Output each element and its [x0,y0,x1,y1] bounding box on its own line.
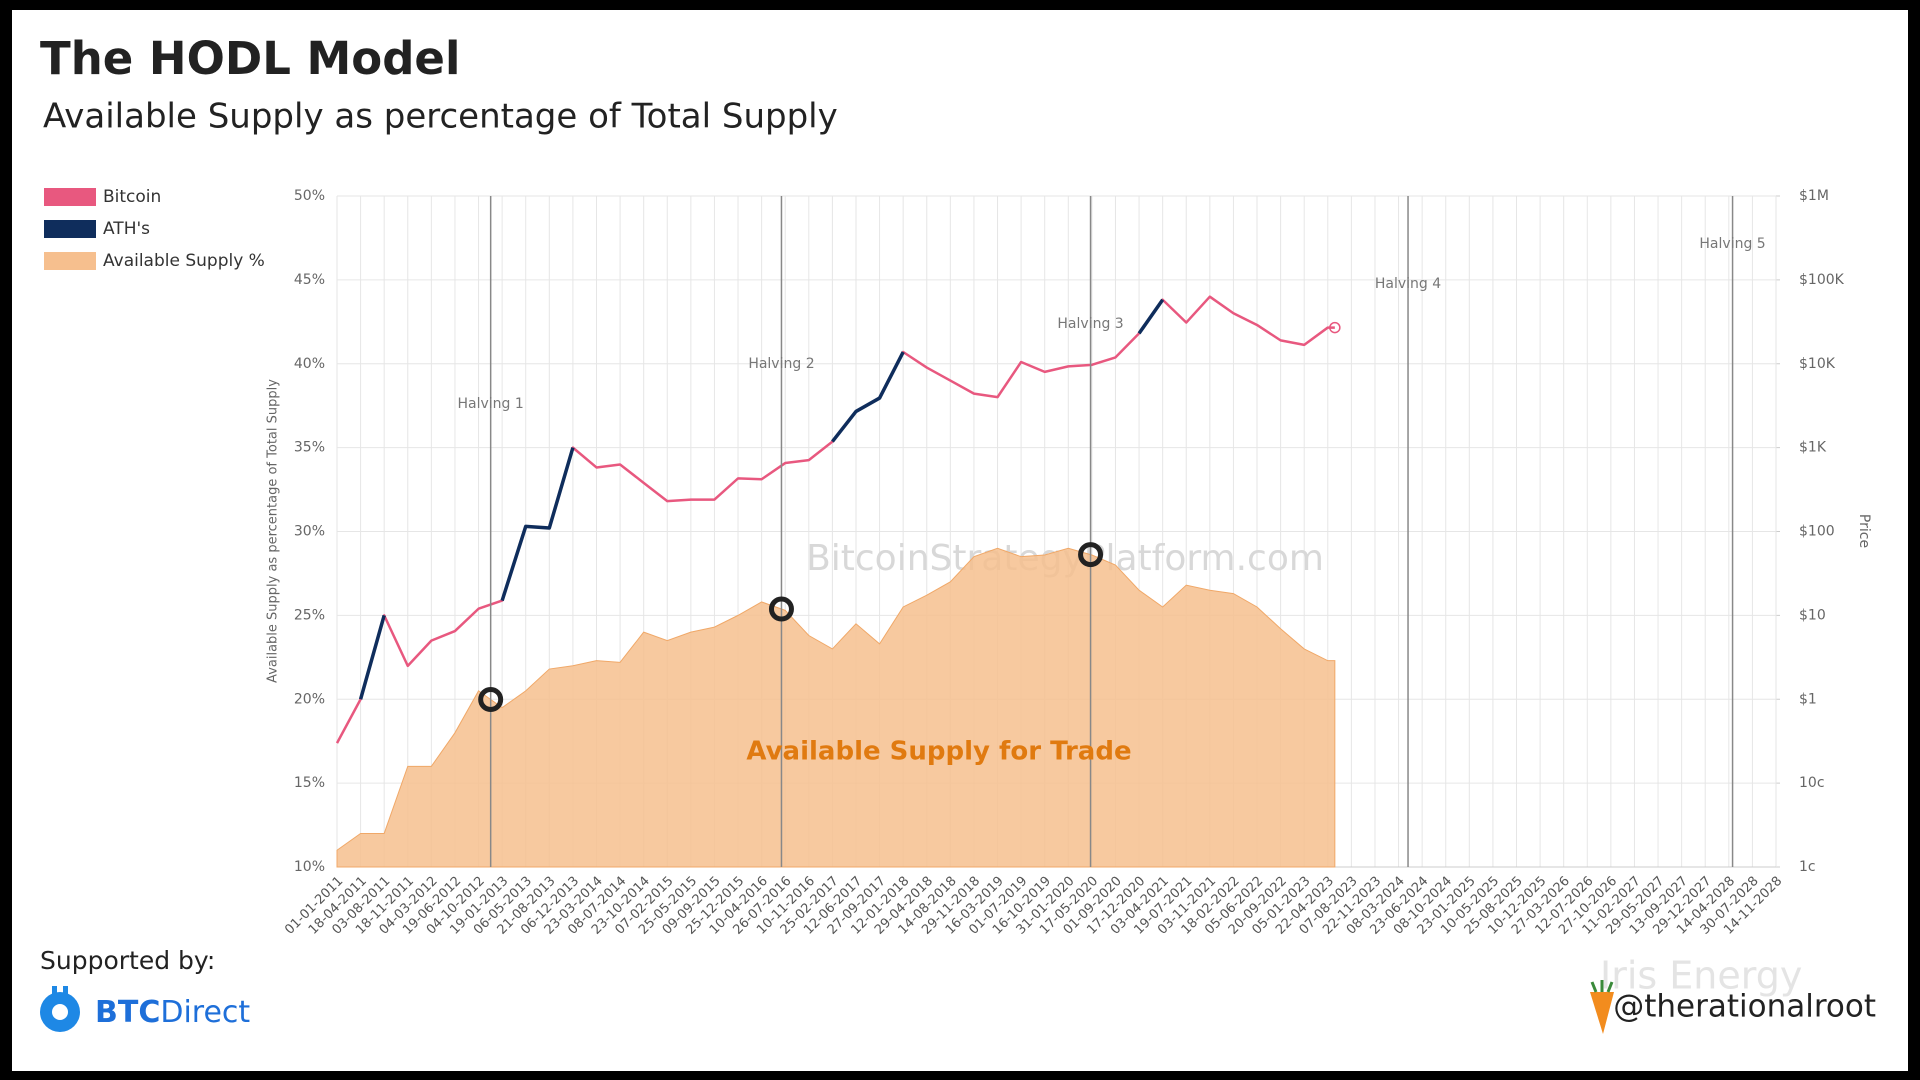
y-tick-label: 10% [294,859,325,875]
plot: 10% 15% 20% 25% 30% 35% 40% 45% 50% 1c 10c $1 $10 $10… [44,187,1845,938]
supported-by: Supported by: [40,946,215,975]
halving-label: Halving 1 [458,396,524,412]
legend-label: Bitcoin [103,187,161,207]
card [12,10,1908,1071]
last-price-ring [1329,321,1341,334]
y-tick-label: 40% [294,356,325,372]
y2-tick-label: 1c [1799,859,1816,875]
carrot-body [1590,992,1614,1034]
legend-swatch [44,252,96,270]
halving-marker [478,686,504,712]
y-tick-label: 45% [294,272,325,288]
chart-subtitle: Available Supply as percentage of Total … [43,97,838,137]
carrot-icon [1590,980,1614,1034]
y2-tick-label: $1K [1799,440,1827,456]
handle: @therationalroot [1613,989,1876,1025]
halving-marker [1078,542,1104,568]
y-tick-label: 20% [294,691,325,707]
supply-area [336,547,1336,868]
faint-logo: Iris Energy [1600,954,1802,998]
logo-icon-hole [52,1004,68,1020]
y2-tick-label: $10 [1799,607,1826,623]
y-axis-label: Available Supply as percentage of Total … [266,379,281,683]
y-tick-label: 35% [294,440,325,456]
halving-label: Halving 2 [748,356,814,372]
chart-title: The HODL Model [40,32,460,85]
logo-text: BTCDirect [95,995,250,1030]
annotation: Available Supply for Trade [746,737,1131,767]
legend-label: ATH's [103,219,150,239]
y-tick-label: 30% [294,524,325,540]
legend-swatch [44,220,96,238]
carrot-leaves [1590,980,1614,993]
y-tick-label: 15% [294,775,325,791]
logo-icon-tick [63,986,68,996]
legend-swatch [44,188,96,206]
logo-text-bold: BTC [95,995,160,1030]
y2-tick-label: 10c [1799,775,1825,791]
sponsor-logo: BTCDirect [40,986,250,1032]
logo-text-regular: Direct [160,995,250,1030]
y2-tick-label: $1 [1799,691,1817,707]
halving-label: Halving 5 [1699,236,1765,252]
y2-tick-label: $10K [1799,356,1836,372]
y2-tick-label: $100 [1799,524,1835,540]
y2-tick-label: $1M [1799,188,1829,204]
halving-marker [768,596,794,622]
halving-label: Halving 4 [1375,276,1441,292]
halving-label: Halving 3 [1057,316,1123,332]
y-tick-label: 25% [294,607,325,623]
y2-tick-label: $100K [1799,272,1845,288]
y2-axis-label: Price [1856,514,1872,548]
legend-label: Available Supply % [103,251,265,271]
price-line [358,298,1165,700]
y-tick-label: 50% [294,188,325,204]
logo-icon-tick [52,986,57,996]
